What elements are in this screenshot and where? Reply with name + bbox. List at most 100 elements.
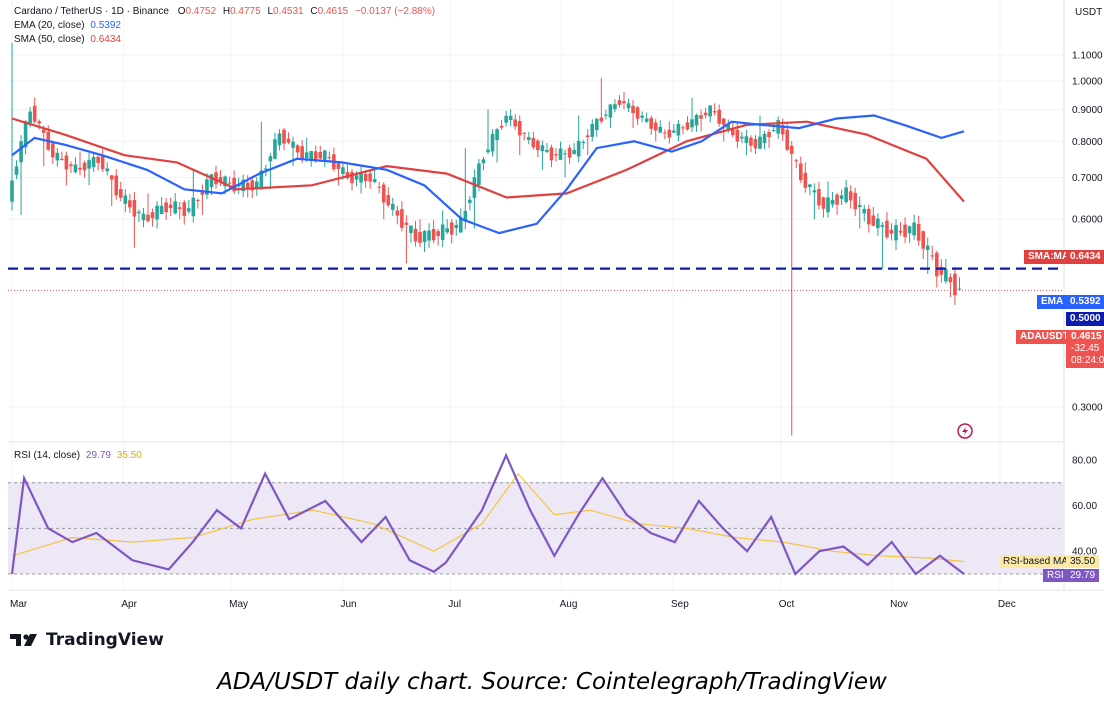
candle [622,91,626,110]
candle [898,222,903,236]
candle [762,130,767,150]
candle [391,197,395,216]
candle [196,198,200,209]
ema20-line [11,114,965,235]
rsi-axis: 80.00 60.00 40.00 [1072,456,1097,558]
candle [51,140,55,164]
last-price-value: 0.4615 [1071,331,1102,342]
candle [123,189,128,213]
candle [132,192,137,248]
ohlc-change: −0.0137 (−2.88%) [355,6,436,17]
candle [10,42,14,211]
candle [590,119,595,142]
candle [400,201,404,232]
candle [481,156,486,171]
candle [921,230,925,260]
candle [268,153,273,190]
symbol-title[interactable]: Cardano / TetherUS · 1D · Binance [14,6,169,17]
candle [721,118,726,142]
candle [418,219,422,248]
candle [413,220,418,247]
candle [286,132,291,145]
candle [835,192,839,215]
candle [100,149,105,173]
candle [876,213,880,236]
sma50-line [11,117,965,203]
candle [78,151,82,176]
ohlc-low: L0.4531 [267,6,304,17]
last-price-box: 0.4615 -32.45 08:24:0 [1066,330,1104,368]
candle [812,183,817,220]
candle [649,115,653,135]
candle [767,128,771,149]
candle [508,109,513,127]
price-tick-label: 0.3000 [1072,403,1103,414]
candle [667,121,672,144]
candle [563,149,567,178]
rsi-tick-label: 60.00 [1072,501,1097,512]
candle [608,104,613,129]
sma-legend[interactable]: SMA (50, close) 0.6434 [14,34,121,45]
candle [653,118,658,142]
candle [96,155,100,171]
rsi-legend-value: 29.79 [85,450,111,461]
candle [853,187,857,217]
candle [372,169,377,183]
price-tick-label: 0.7000 [1072,173,1103,184]
candle [531,131,536,150]
candle [889,223,894,241]
candle [953,267,957,305]
candle [454,219,459,236]
candle [867,204,871,233]
candle [916,215,921,246]
candle [241,174,245,198]
candle [427,223,431,248]
rsi-legend[interactable]: RSI (14, close) 29.79 35.50 [14,450,142,461]
candle [200,184,205,215]
candle [177,201,182,220]
rsi-tick-label: 40.00 [1072,547,1097,558]
candle [404,215,409,264]
candle [894,219,898,251]
candle [871,206,876,227]
candle [91,151,96,173]
candle [944,258,948,284]
candle [536,139,540,158]
level-price-value: 0.5000 [1066,312,1104,326]
candle [449,218,454,244]
candle [273,132,277,160]
ema-price-value: 0.5392 [1066,295,1104,309]
candle [468,195,472,211]
rsi-band-lines [8,482,1064,575]
tradingview-logo[interactable]: TradingView [10,630,164,650]
tradingview-logo-icon [10,634,37,646]
candle [431,220,436,244]
ema-price-tag: EMA [1037,295,1068,309]
tradingview-logo-text: TradingView [46,630,164,650]
candle [567,144,572,165]
candle [789,141,794,436]
candle [803,162,808,193]
candle [187,200,191,214]
candle [232,170,236,194]
candle [880,221,885,269]
candle [513,114,517,130]
candle [712,103,717,116]
candle [907,225,912,244]
candle [708,105,712,123]
candle [499,120,504,131]
candle [55,148,60,167]
price-tick-label: 1.0000 [1072,76,1103,87]
ema-legend[interactable]: EMA (20, close) 0.5392 [14,20,121,31]
candle [830,192,835,208]
candle [445,219,449,235]
rsi-line [10,452,965,576]
candle [440,210,445,248]
ohlc-high: H0.4775 [222,6,261,17]
lightning-icon[interactable] [957,423,973,439]
candle [309,150,313,167]
candle [848,185,853,209]
candle [82,160,87,178]
candle [191,169,196,223]
rsi-legend-ma: 35.50 [116,450,142,461]
